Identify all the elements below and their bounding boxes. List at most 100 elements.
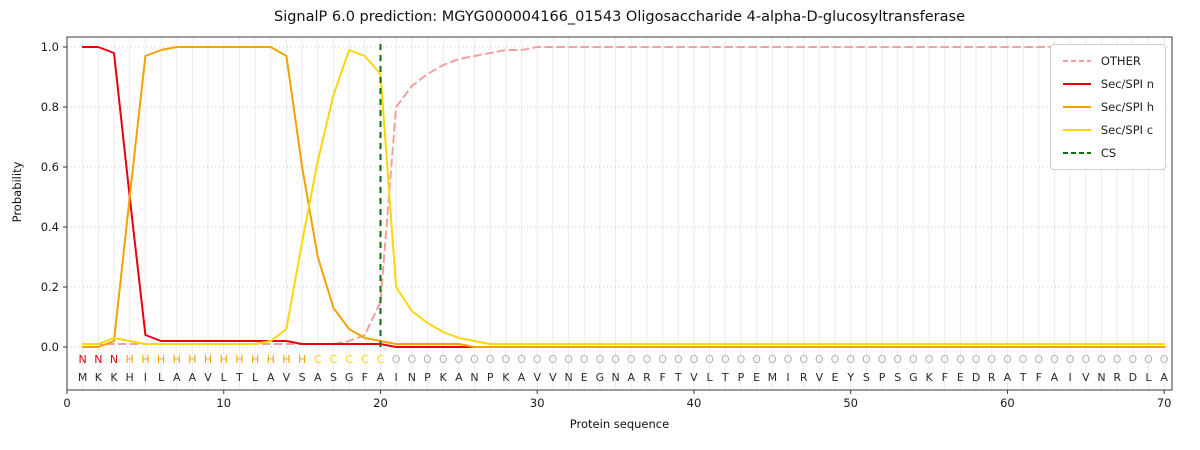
sequence-letter: A	[173, 371, 181, 384]
region-letter: O	[846, 353, 855, 366]
region-letter: O	[925, 353, 934, 366]
sequence-letter: F	[659, 371, 665, 384]
legend-line-sample	[1062, 152, 1091, 154]
sequence-letter: A	[455, 371, 463, 384]
region-letter: O	[549, 353, 558, 366]
sequence-letter: D	[972, 371, 980, 384]
region-letter: O	[502, 353, 511, 366]
sequence-letter: P	[487, 371, 494, 384]
x-tick-label: 10	[216, 396, 231, 410]
region-letter: O	[972, 353, 981, 366]
region-letter: O	[596, 353, 605, 366]
sequence-letter: L	[1145, 371, 1152, 384]
sequence-letter: I	[1068, 371, 1071, 384]
sequence-letter: S	[299, 371, 306, 384]
region-letter: N	[110, 353, 118, 366]
region-letter: H	[126, 353, 134, 366]
region-letter: H	[141, 353, 149, 366]
region-letter: O	[1128, 353, 1137, 366]
sequence-letter: E	[832, 371, 839, 384]
plot-border	[66, 36, 1173, 391]
region-letter: O	[690, 353, 699, 366]
x-tick-label: 40	[687, 396, 702, 410]
region-letter: O	[1066, 353, 1075, 366]
region-letter: O	[674, 353, 683, 366]
region-letter: O	[1144, 353, 1153, 366]
region-letter: O	[1160, 353, 1169, 366]
series-line-sec-spi-h	[81, 46, 1166, 348]
region-letter: O	[1019, 353, 1028, 366]
region-letter: O	[611, 353, 620, 366]
region-letter: O	[862, 353, 871, 366]
x-tick-label: 30	[530, 396, 545, 410]
region-letter: H	[282, 353, 290, 366]
sequence-letter: K	[110, 371, 118, 384]
region-letter: C	[377, 353, 385, 366]
region-letter: H	[204, 353, 212, 366]
y-tick-label: 0.0	[41, 340, 59, 354]
sequence-letter: A	[1160, 371, 1168, 384]
region-letter: O	[878, 353, 887, 366]
sequence-letter: P	[738, 371, 745, 384]
region-letter: O	[407, 353, 416, 366]
sequence-letter: V	[549, 371, 557, 384]
sequence-letter: A	[518, 371, 526, 384]
region-letter: O	[987, 353, 996, 366]
region-letter: H	[267, 353, 275, 366]
sequence-letter: E	[581, 371, 588, 384]
sequence-letter: T	[674, 371, 682, 384]
legend-item-cs: CS	[1062, 146, 1154, 160]
sequence-letter: F	[362, 371, 368, 384]
legend-label: OTHER	[1100, 54, 1141, 68]
legend-item-sec-spi-c: Sec/SPI c	[1062, 123, 1154, 137]
y-tick-label: 0.2	[41, 280, 59, 294]
x-tick-label: 50	[843, 396, 858, 410]
sequence-letter: V	[1082, 371, 1090, 384]
series-line-other	[81, 46, 1166, 345]
region-letter: H	[235, 353, 243, 366]
sequence-letter: V	[283, 371, 291, 384]
region-letter: O	[721, 353, 730, 366]
region-letter: H	[188, 353, 196, 366]
sequence-letter: I	[786, 371, 789, 384]
sequence-letter: G	[909, 371, 918, 384]
y-axis-label: Probability	[10, 161, 24, 223]
legend-item-sec-spi-n: Sec/SPI n	[1062, 77, 1154, 91]
sequence-letter: D	[1129, 371, 1137, 384]
sequence-letter: V	[204, 371, 212, 384]
sequence-letter: V	[816, 371, 824, 384]
sequence-letter: S	[863, 371, 870, 384]
series-line-sec-spi-c	[81, 49, 1166, 345]
sequence-letter: L	[252, 371, 259, 384]
sequence-letter: A	[1004, 371, 1012, 384]
region-letter: O	[799, 353, 808, 366]
region-letter: O	[455, 353, 464, 366]
region-letter: O	[423, 353, 432, 366]
region-letter: O	[517, 353, 526, 366]
sequence-letter: F	[1036, 371, 1042, 384]
sequence-letter: V	[533, 371, 541, 384]
region-letter: C	[361, 353, 369, 366]
region-letter: N	[79, 353, 87, 366]
x-tick-label: 0	[63, 396, 70, 410]
sequence-letter: S	[894, 371, 901, 384]
sequence-letter: Y	[846, 371, 854, 384]
region-letter: O	[486, 353, 495, 366]
region-letter: O	[752, 353, 761, 366]
sequence-letter: A	[627, 371, 635, 384]
sequence-letter: R	[800, 371, 808, 384]
region-letter: O	[831, 353, 840, 366]
region-letter: O	[1081, 353, 1090, 366]
region-letter: H	[251, 353, 259, 366]
region-letter: H	[157, 353, 165, 366]
sequence-letter: V	[690, 371, 698, 384]
sequence-letter: P	[879, 371, 886, 384]
series-line-sec-spi-n	[81, 46, 1166, 348]
sequence-letter: G	[596, 371, 605, 384]
region-letter: C	[314, 353, 322, 366]
region-letter: O	[1113, 353, 1122, 366]
legend-label: Sec/SPI n	[1100, 77, 1154, 91]
region-letter: O	[768, 353, 777, 366]
sequence-letter: A	[314, 371, 322, 384]
sequence-letter: M	[768, 371, 778, 384]
